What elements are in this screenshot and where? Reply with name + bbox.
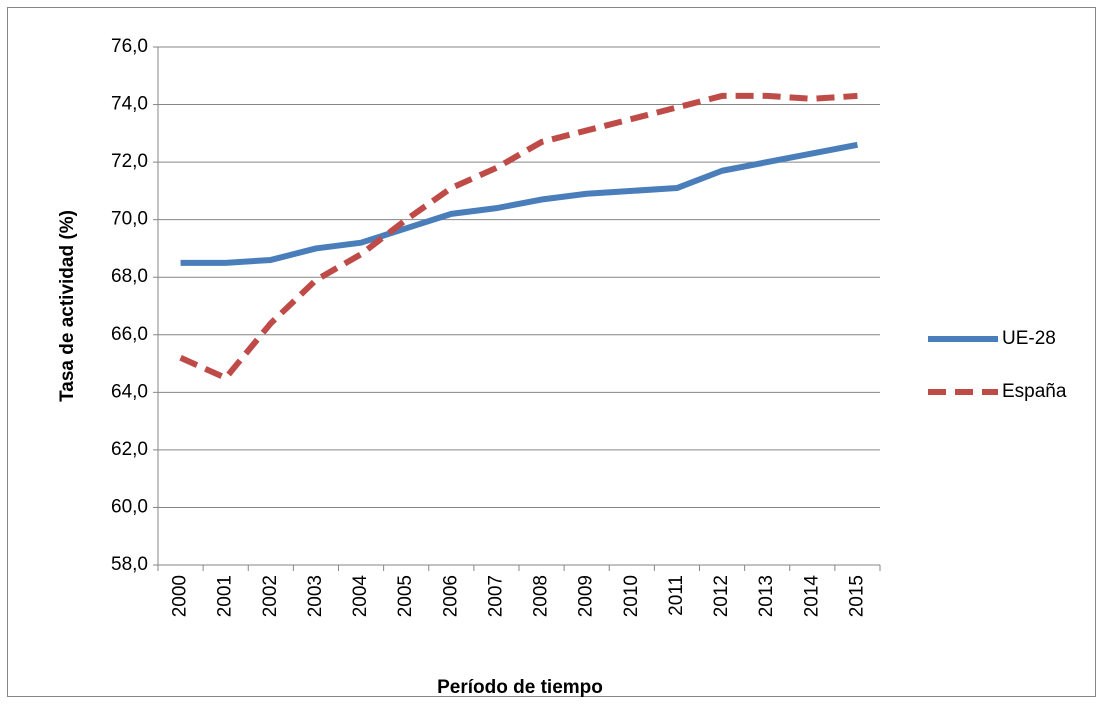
x-tick-label: 2004 [350, 575, 371, 618]
x-tick-label: 2006 [440, 575, 461, 617]
y-axis-title: Tasa de actividad (%) [57, 210, 78, 402]
y-tick-label: 58,0 [111, 554, 148, 575]
x-tick-label: 2013 [756, 575, 777, 617]
y-tick-label: 60,0 [111, 496, 148, 517]
y-tick-label: 76,0 [111, 36, 148, 57]
y-tick-label: 66,0 [111, 324, 148, 345]
x-tick-label: 2015 [846, 575, 867, 617]
x-tick-label: 2008 [531, 575, 552, 617]
x-tick-label: 2003 [305, 575, 326, 617]
series-line [179, 92, 858, 381]
legend-label: España [1002, 381, 1067, 402]
series-line [180, 141, 859, 266]
y-tick-label: 70,0 [111, 209, 148, 230]
chart-border [7, 7, 1096, 697]
x-tick-label: 2014 [801, 575, 822, 618]
x-tick-label: 2011 [666, 575, 687, 616]
y-tick-label: 74,0 [111, 94, 148, 115]
x-tick-label: 2001 [215, 575, 236, 617]
x-tick-label: 2010 [621, 575, 642, 617]
x-tick-label: 2009 [576, 575, 597, 617]
y-tick-label: 64,0 [111, 381, 148, 402]
x-tick-label: 2012 [711, 575, 732, 617]
y-tick-label: 62,0 [111, 439, 148, 460]
legend-label: UE-28 [1002, 328, 1056, 349]
x-tick-label: 2002 [260, 575, 281, 617]
y-tick-label: 72,0 [111, 151, 148, 172]
x-axis-title: Período de tiempo [437, 677, 603, 698]
x-tick-label: 2000 [170, 575, 191, 617]
x-tick-label: 2005 [395, 575, 416, 617]
y-tick-label: 68,0 [111, 266, 148, 287]
x-tick-label: 2007 [485, 575, 506, 617]
